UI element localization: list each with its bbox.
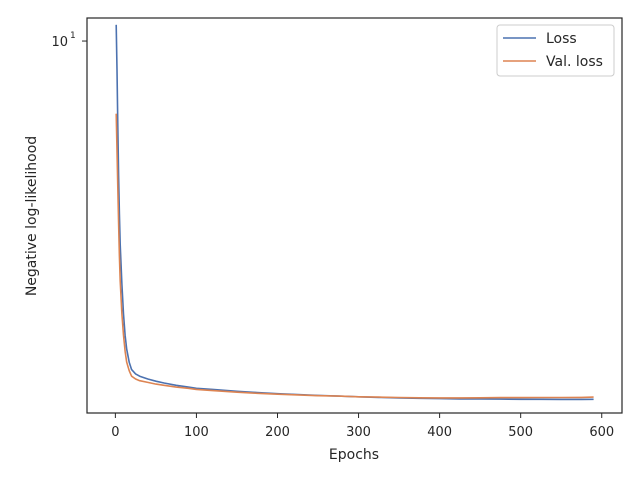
- x-tick-label: 0: [111, 425, 119, 440]
- series-line-0: [115, 24, 594, 401]
- x-tick-label: 600: [589, 425, 614, 440]
- x-tick-label: 200: [265, 425, 290, 440]
- x-tick-label: 500: [508, 425, 533, 440]
- x-axis-label: Epochs: [329, 447, 379, 463]
- plot-area: [86, 17, 623, 414]
- legend-label-loss: Loss: [546, 31, 577, 47]
- legend-label-val-loss: Val. loss: [546, 54, 603, 70]
- series-lines: [115, 24, 594, 401]
- x-tick-label: 400: [427, 425, 452, 440]
- y-axis-label: Negative log-likelihood: [24, 136, 40, 296]
- y-tick-exponent: 1: [70, 31, 76, 41]
- axis-ticks: 0 100 200 300 400 500 600 10 1: [51, 31, 614, 440]
- x-tick-label: 100: [184, 425, 209, 440]
- series-line-1: [115, 113, 594, 399]
- legend: Loss Val. loss: [496, 24, 615, 77]
- y-tick-label: 10: [51, 35, 68, 50]
- x-tick-label: 300: [346, 425, 371, 440]
